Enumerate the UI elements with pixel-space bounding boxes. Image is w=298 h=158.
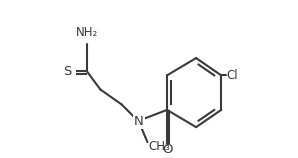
Text: S: S	[63, 65, 71, 78]
Text: O: O	[162, 143, 172, 156]
Text: NH₂: NH₂	[76, 26, 98, 39]
Text: Cl: Cl	[227, 69, 238, 82]
Text: N: N	[134, 115, 144, 128]
Text: CH₃: CH₃	[148, 140, 170, 153]
